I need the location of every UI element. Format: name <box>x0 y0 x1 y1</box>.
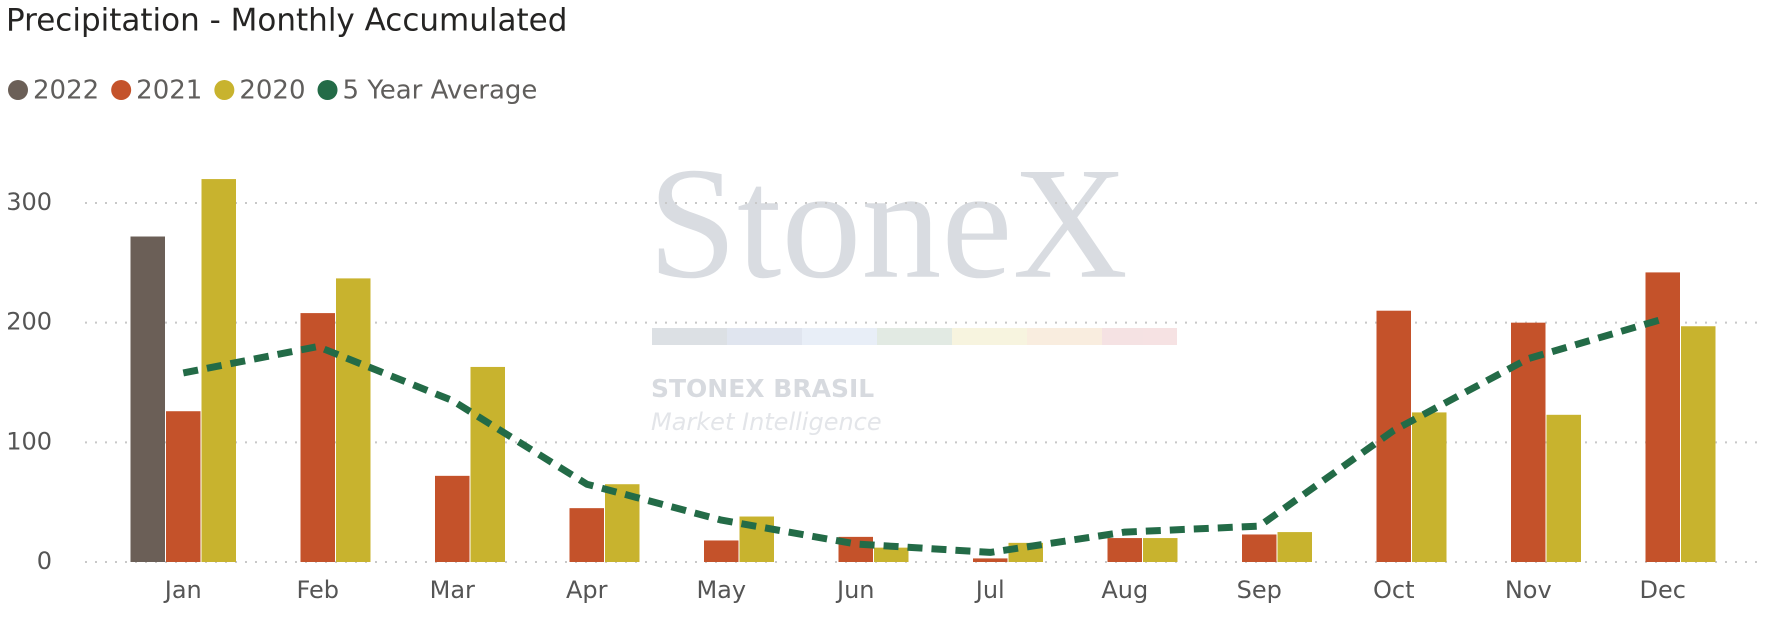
watermark-stripe <box>952 328 1027 345</box>
bar <box>1277 532 1312 562</box>
bar <box>874 547 909 562</box>
bar <box>1681 326 1716 562</box>
legend-label: 2022 <box>33 76 99 106</box>
bar <box>470 366 505 562</box>
bar <box>569 508 604 562</box>
bar <box>1645 272 1680 562</box>
legend-label: 5 Year Average <box>343 76 538 106</box>
x-tick-label: Mar <box>430 576 475 604</box>
x-tick-label: Apr <box>566 576 608 604</box>
legend-marker <box>8 80 28 100</box>
bar <box>435 475 470 562</box>
x-tick-label: Dec <box>1640 576 1686 604</box>
legend-marker <box>214 80 235 100</box>
bar <box>130 236 165 563</box>
x-tick-label: Oct <box>1373 576 1415 604</box>
bar <box>704 540 739 562</box>
watermark-stripe <box>1102 328 1177 345</box>
bar <box>1143 538 1178 562</box>
x-tick-label: Sep <box>1237 576 1282 604</box>
bar <box>1412 412 1447 562</box>
x-tick-label: Nov <box>1505 576 1552 604</box>
watermark: StoneX STONEX BRASIL Market Intelligence <box>648 134 1177 436</box>
x-tick-label: May <box>696 576 746 604</box>
legend-label: 2020 <box>239 76 305 106</box>
watermark-tagline: Market Intelligence <box>651 408 882 436</box>
watermark-stripe <box>877 328 952 345</box>
bar <box>1546 414 1581 562</box>
bar <box>201 179 236 563</box>
bar <box>336 278 371 562</box>
watermark-stripe <box>652 328 727 345</box>
x-tick-label: Aug <box>1101 576 1148 604</box>
bar <box>973 558 1008 562</box>
watermark-name: STONEX BRASIL <box>651 374 874 403</box>
y-tick-label: 0 <box>37 547 52 575</box>
legend: 2022 2021 2020 5 Year Average <box>8 76 537 106</box>
x-tick-label: Feb <box>297 576 340 604</box>
watermark-stripe <box>727 328 802 345</box>
bar <box>166 411 201 562</box>
y-tick-label: 200 <box>6 308 52 336</box>
x-tick-label: Jul <box>974 576 1005 604</box>
y-tick-label: 100 <box>6 427 52 455</box>
legend-marker <box>111 80 132 100</box>
watermark-stripe <box>802 328 877 345</box>
watermark-stripe <box>1027 328 1102 345</box>
x-tick-label: Jan <box>163 576 202 604</box>
bar <box>1242 534 1277 562</box>
legend-marker <box>317 80 338 100</box>
watermark-logo: StoneX <box>648 134 1128 312</box>
y-tick-label: 300 <box>6 188 52 216</box>
x-tick-label: Jun <box>835 576 875 604</box>
legend-label: 2021 <box>136 76 202 106</box>
bar <box>1107 538 1142 562</box>
chart-title: Precipitation - Monthly Accumulated <box>6 3 567 39</box>
